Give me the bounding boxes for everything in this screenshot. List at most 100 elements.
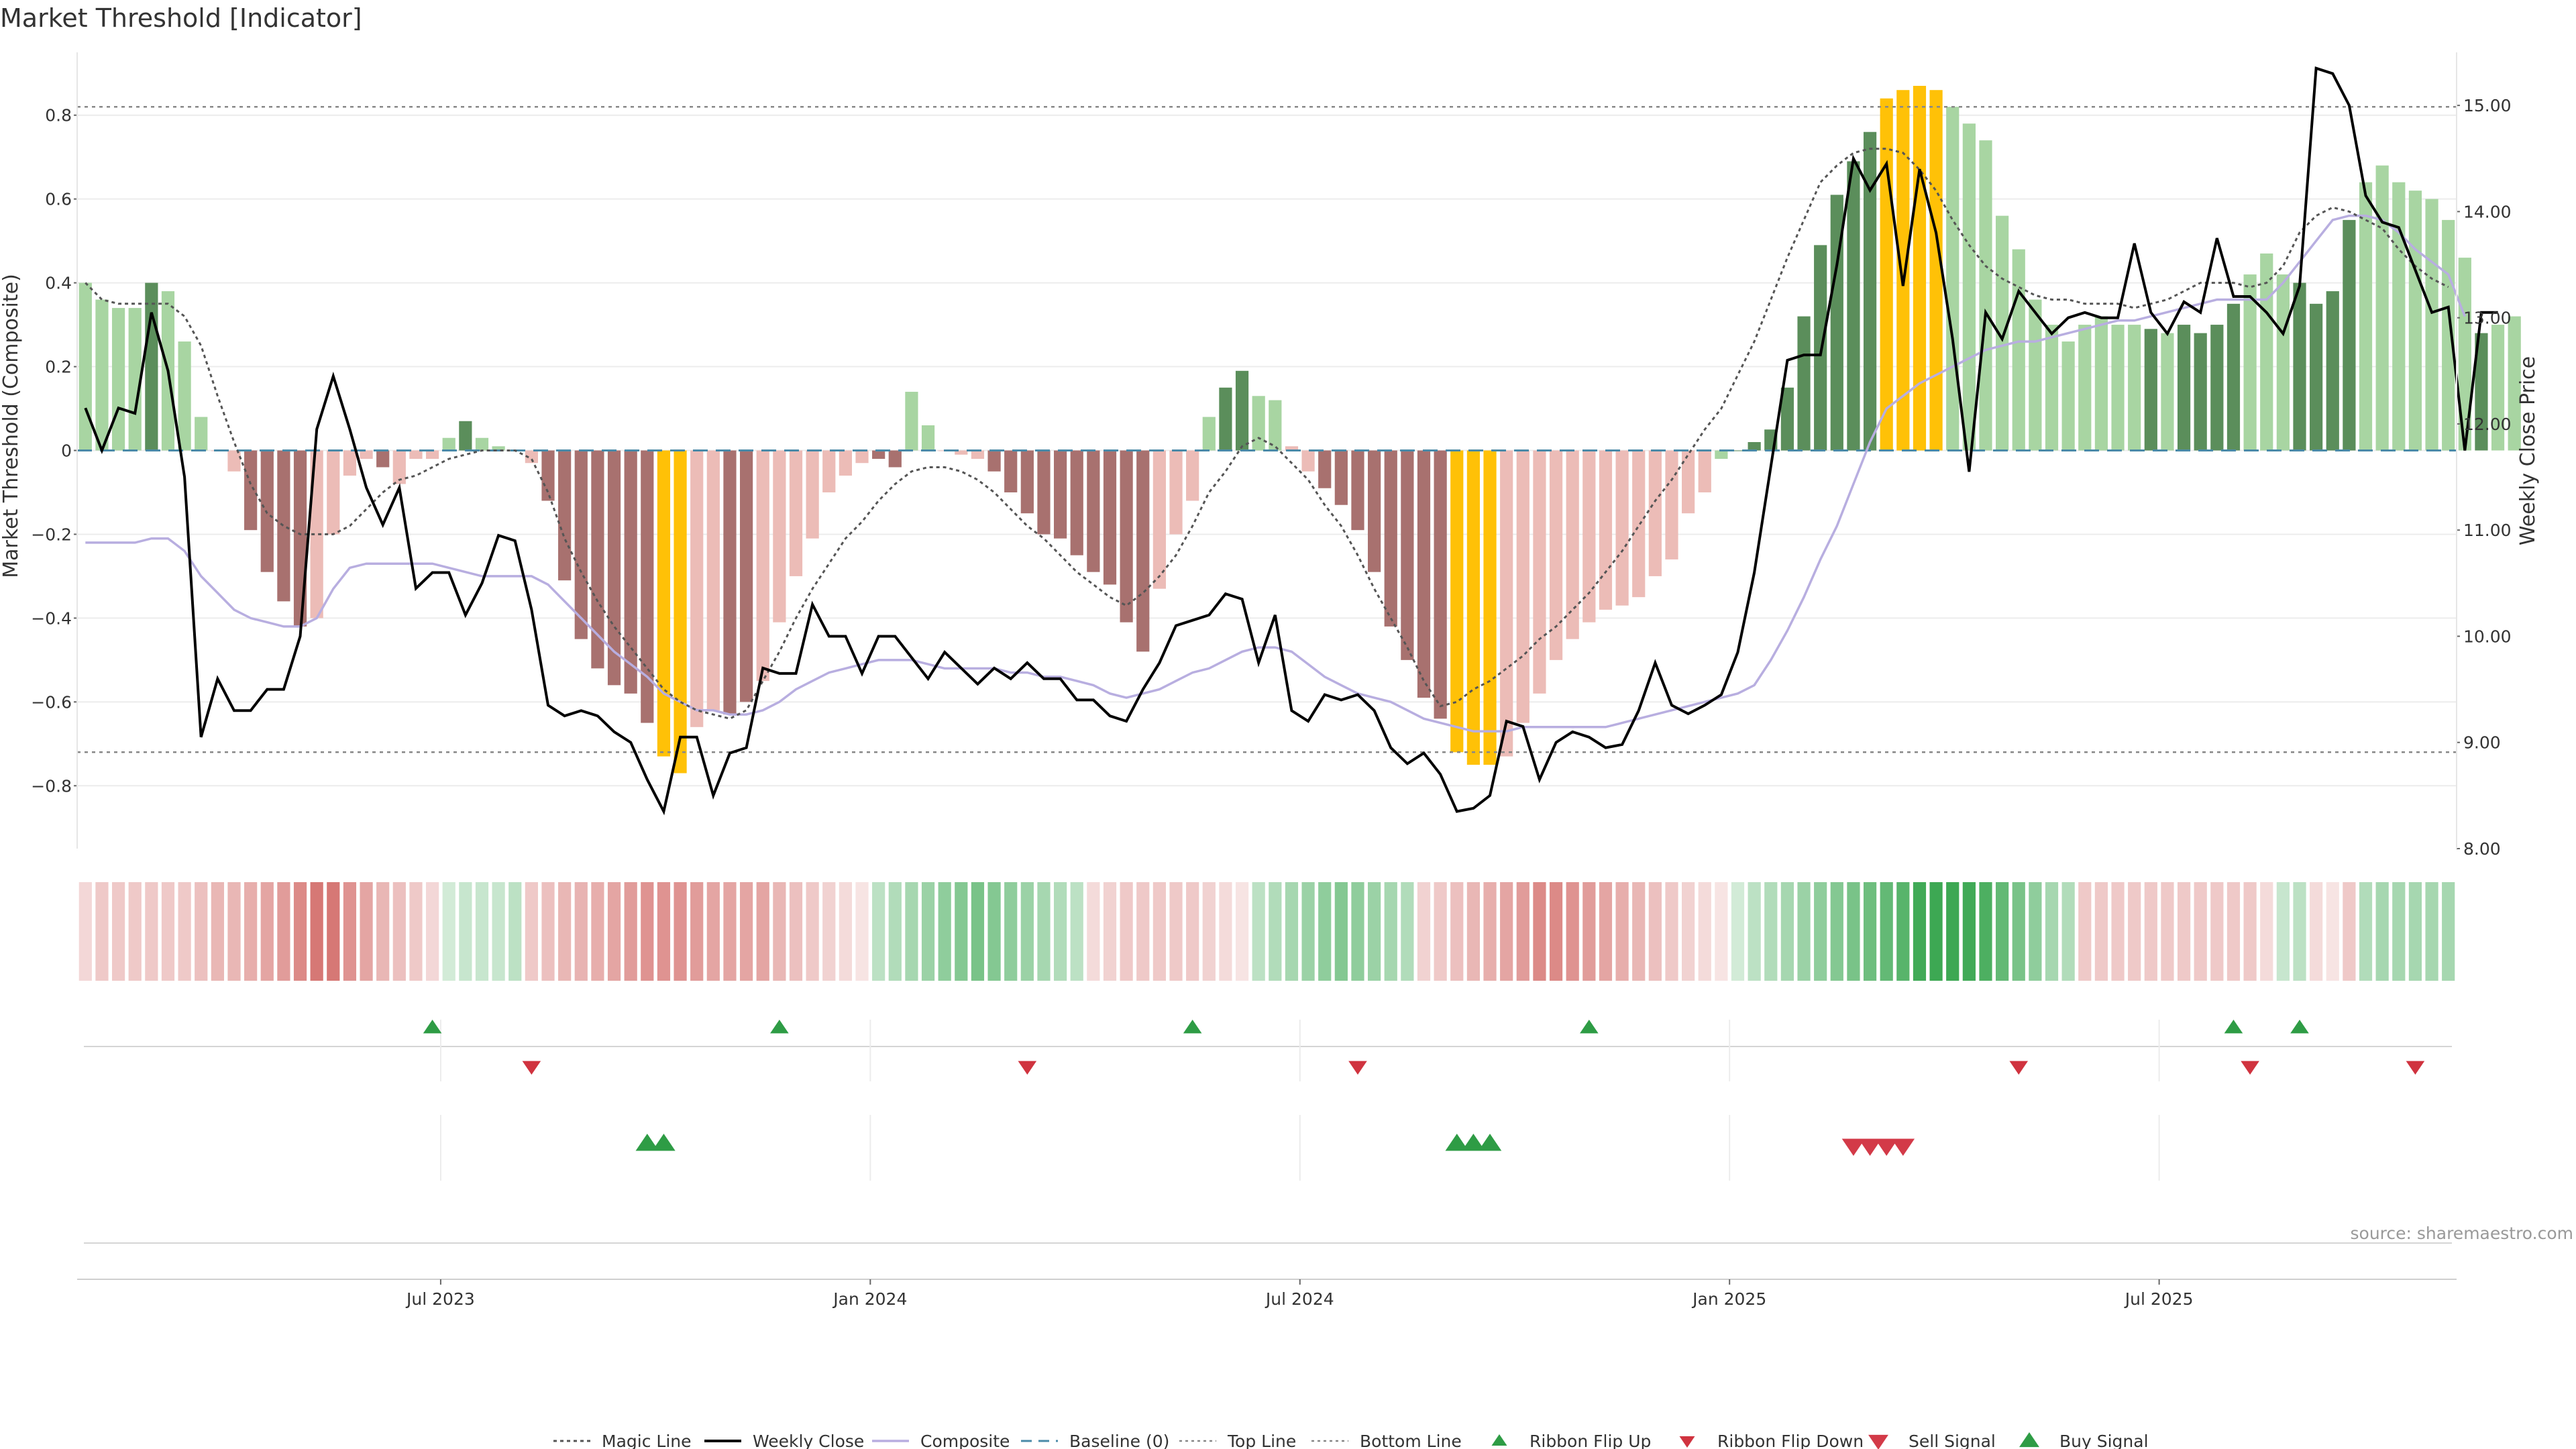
composite-bar [360,450,373,459]
composite-bar [1401,450,1414,660]
composite-bar [641,450,654,723]
composite-bar [2144,329,2157,451]
composite-bar [2226,303,2241,451]
legend-label: Ribbon Flip Down [1717,1432,1864,1449]
composite-bar [2012,249,2025,451]
ribbon-cell [690,882,704,981]
composite-bar [1516,450,1529,723]
ribbon-cell [2276,882,2290,981]
ribbon-cell [2128,882,2141,981]
composite-bar [1269,400,1282,451]
composite-bar [1533,450,1546,694]
ribbon-cell [1483,882,1497,981]
ribbon-cell [2161,882,2174,981]
composite-bar [1599,450,1613,610]
composite-bar [1483,450,1497,765]
ribbon-cell [1748,882,1761,981]
ribbon-cell [541,882,555,981]
composite-bar [111,308,125,451]
composite-bars [78,85,2521,773]
composite-bar [1235,370,1249,451]
composite-bar [145,282,158,451]
composite-bar [789,450,803,576]
composite-bar [2078,325,2092,451]
ribbon-cell [2210,882,2224,981]
composite-bar [690,450,704,727]
composite-bar [657,450,671,757]
composite-bar [310,450,323,619]
buy-signal-marker [1478,1134,1502,1151]
ribbon-cell [888,882,902,981]
legend-key [2019,1432,2039,1448]
composite-bar [1434,450,1447,719]
composite-bar [1450,450,1464,753]
ribbon-cell [1318,882,1332,981]
ribbon-cell [1152,882,1166,981]
ribbon-cell [2144,882,2157,981]
ribbon-cell [1169,882,1183,981]
ribbon-cell [971,882,985,981]
composite-bar [1053,450,1067,539]
composite-bar [1780,387,1794,451]
composite-bar [227,450,241,472]
composite-bar [2128,325,2141,451]
ribbon-cell [161,882,175,981]
x-tick-label: Jul 2023 [405,1289,475,1309]
ribbon-cell [1615,882,1629,981]
ribbon-cell [2392,882,2406,981]
composite-bar [2425,199,2438,451]
ribbon-cell [1599,882,1613,981]
ribbon-flip-up-marker [770,1020,789,1034]
composite-bar [376,450,390,468]
composite-bar [2293,282,2306,451]
ribbon-cell [1962,882,1976,981]
composite-bar [244,450,258,531]
axes: 0.8 0.6 0.4 0.2 0 −0.2 −0.4 −0.6 −0.8 15.00 14.00 1… [31,52,2512,859]
ribbon-cell [2078,882,2092,981]
ribbon-cell [2359,882,2373,981]
ribbon-cell [1715,882,1728,981]
legend-key [1491,1434,1507,1446]
legend-label: Top Line [1227,1432,1296,1449]
ribbon-flip-down-marker [1018,1061,1037,1075]
ribbon-cell [1913,882,1927,981]
x-tick-label: Jul 2024 [1265,1289,1334,1309]
composite-bar [1500,450,1513,757]
ribbon-cell [1731,882,1745,981]
composite-bar [1715,450,1728,459]
ribbon-cell [1946,882,1960,981]
ribbon-flip-up-marker [1183,1020,1202,1034]
composite-bar [1037,450,1051,535]
composite-bar [607,450,621,686]
ribbon-cell [2111,882,2125,981]
ribbon-flip-down-marker [2406,1061,2425,1075]
ribbon-cell [2194,882,2207,981]
composite-bar [624,450,637,694]
composite-bar [2061,341,2075,451]
ribbon-cell [657,882,671,981]
ribbon-cell [1516,882,1529,981]
composite-bar [739,450,753,702]
ribbon-cell [2029,882,2042,981]
y-tick-right: 9.00 [2463,733,2501,753]
ribbon-cell [1764,882,1778,981]
ribbon-cell [2177,882,2191,981]
composite-bar [2161,333,2174,451]
composite-bar [1582,450,1596,623]
ribbon-cell [1285,882,1299,981]
composite-bar [1979,140,1992,451]
composite-bar [2375,165,2389,451]
composite-bar [1929,90,1943,451]
x-axis: Jul 2023 Jan 2024 Jul 2024 Jan 2025 Jul 2025 [77,1279,2457,1309]
ribbon-cell [1334,882,1348,981]
composite-bar [773,450,786,623]
ribbon-cell [409,882,423,981]
weekly-close-line [84,66,2498,816]
composite-bar [1186,450,1199,501]
legend-label: Ribbon Flip Up [1529,1432,1651,1449]
ribbon-cell [2260,882,2273,981]
ribbon-cell [1549,882,1563,981]
x-tick-label: Jan 2025 [1691,1289,1766,1309]
ribbon-cell [921,882,935,981]
